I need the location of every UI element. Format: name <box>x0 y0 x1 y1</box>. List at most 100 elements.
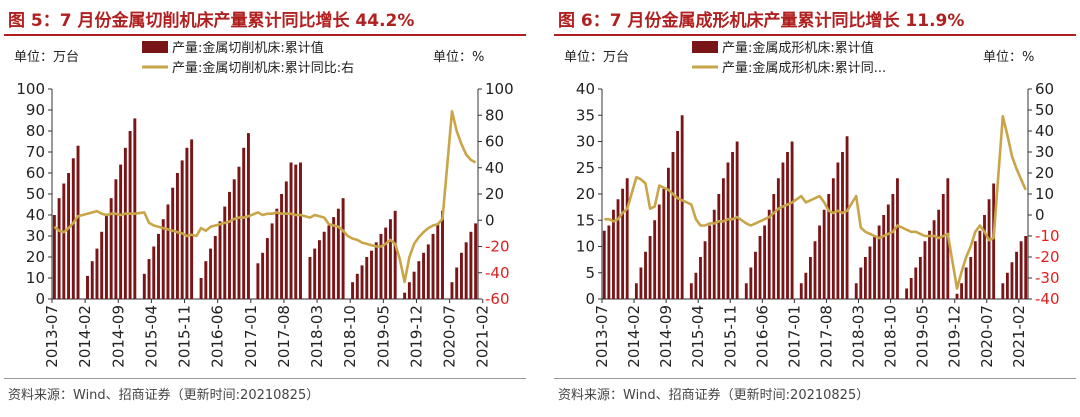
bar <box>441 210 444 299</box>
bar <box>763 225 767 299</box>
right-tick-label: 0 <box>1035 206 1045 224</box>
right-tick-label: -20 <box>1035 248 1060 266</box>
bar <box>808 257 812 299</box>
left-tick-label: 35 <box>576 106 595 124</box>
bar <box>905 288 909 299</box>
bar <box>689 283 693 299</box>
bar <box>749 267 753 299</box>
bar <box>813 241 817 299</box>
bar <box>171 187 175 299</box>
x-tick-label: 2015-11 <box>176 305 194 368</box>
bar <box>57 198 61 299</box>
bar <box>1005 272 1009 299</box>
bar <box>104 215 108 299</box>
bar <box>119 164 123 299</box>
bar <box>90 261 94 299</box>
bar <box>86 275 89 299</box>
bar <box>960 283 964 299</box>
bar <box>721 178 725 299</box>
left-tick-label: 5 <box>585 264 595 282</box>
bar <box>694 272 698 299</box>
chart-title: 图 6：7 月份金属成形机床产量累计同比增长 11.9% <box>558 11 965 31</box>
bar <box>666 167 670 299</box>
x-tick-label: 2013-07 <box>593 305 611 368</box>
bar <box>175 173 179 299</box>
x-tick-label: 2018-10 <box>882 305 900 368</box>
source-rule <box>554 378 1076 379</box>
bar <box>384 227 388 299</box>
bar <box>388 219 392 299</box>
bar <box>147 259 151 299</box>
left-tick-label: 80 <box>26 122 45 140</box>
bar <box>464 242 468 299</box>
bar <box>973 241 977 299</box>
bar <box>671 152 675 299</box>
bar <box>223 206 227 299</box>
bar <box>836 162 840 299</box>
bar <box>676 131 680 299</box>
x-tick-label: 2014-02 <box>76 305 94 368</box>
right-tick-label: 60 <box>485 133 504 151</box>
bar <box>918 257 922 299</box>
bar <box>270 223 274 299</box>
bar <box>863 257 867 299</box>
right-tick-label: 40 <box>1035 122 1054 140</box>
right-tick-label: -30 <box>1035 269 1060 287</box>
bar <box>937 209 941 299</box>
bar <box>886 204 890 299</box>
right-tick-label: 30 <box>1035 143 1054 161</box>
bar <box>280 194 284 299</box>
bar <box>341 198 345 299</box>
bar <box>100 231 104 299</box>
bar <box>67 173 71 299</box>
bar <box>1010 262 1014 299</box>
bar <box>648 236 652 299</box>
x-tick-label: 2018-03 <box>308 305 326 368</box>
bar <box>680 115 684 299</box>
bar <box>845 136 849 299</box>
x-tick-label: 2014-09 <box>109 305 127 368</box>
bar <box>275 208 279 299</box>
bar <box>983 215 986 299</box>
bar <box>767 209 771 299</box>
source-rule <box>4 378 526 379</box>
bar <box>941 194 945 299</box>
bar <box>923 241 927 299</box>
bar <box>699 257 702 299</box>
bar <box>469 231 473 299</box>
bar <box>841 152 844 299</box>
bar <box>412 271 416 299</box>
bar <box>644 251 647 299</box>
bar <box>180 160 184 299</box>
bar <box>657 204 661 299</box>
bar <box>336 208 340 299</box>
x-tick-label: 2020-07 <box>441 305 459 368</box>
legend-line-label: 产量:金属成形机床:累计同... <box>722 60 886 76</box>
left-tick-label: 0 <box>35 290 45 308</box>
bar <box>607 225 611 299</box>
bar <box>653 220 657 299</box>
bar <box>955 293 959 299</box>
bar <box>213 236 217 299</box>
right-tick-label: 60 <box>1035 80 1054 98</box>
left-tick-label: 0 <box>585 290 595 308</box>
series-line <box>604 115 1027 290</box>
bar <box>822 209 826 299</box>
left-tick-label: 40 <box>576 80 595 98</box>
title-rule <box>554 34 1076 36</box>
right-tick-label: 80 <box>485 106 504 124</box>
left-tick-label: 70 <box>26 143 45 161</box>
bar <box>403 292 407 299</box>
bar <box>831 178 835 299</box>
chart-panel-right: 图 6：7 月份金属成形机床产量累计同比增长 11.9% 单位：万台 单位：% 产量… <box>550 0 1080 417</box>
bar <box>799 283 803 299</box>
right-tick-label: 20 <box>1035 164 1054 182</box>
bar <box>374 242 378 299</box>
bar <box>417 261 421 299</box>
bar <box>964 267 968 299</box>
title-rule <box>4 34 526 36</box>
bar <box>265 238 269 299</box>
source-note: 资料来源：Wind、招商证券（更新时间:20210825） <box>558 388 870 403</box>
bar <box>726 162 730 299</box>
